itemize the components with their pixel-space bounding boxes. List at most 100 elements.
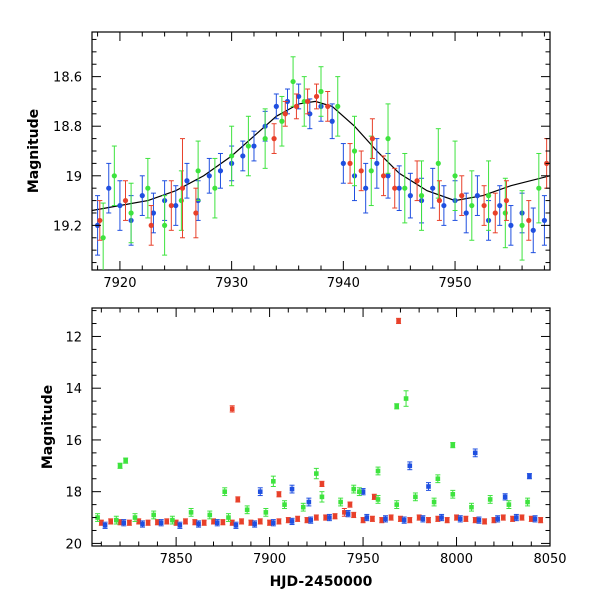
bottom-series-2-point	[394, 404, 400, 409]
top-series-0-point	[508, 222, 514, 228]
bottom-series-0-point	[136, 519, 142, 524]
bottom-series-1-point	[327, 515, 332, 520]
bottom-series-0-point	[491, 517, 497, 523]
top-series-1-point	[162, 222, 168, 228]
bottom-series-2-point	[375, 497, 381, 502]
top-y-tick-label: 18.6	[53, 71, 82, 86]
top-series-1-point	[100, 235, 106, 241]
bottom-series-2-point	[435, 476, 441, 482]
bottom-series-0-point	[538, 517, 543, 523]
top-series-2-point	[392, 185, 398, 191]
bottom-series-2-point	[394, 502, 400, 507]
top-series-2-point	[380, 173, 387, 179]
bottom-series-0-point	[164, 519, 170, 524]
bottom-series-1-point	[457, 516, 463, 522]
top-series-1-point	[469, 202, 475, 209]
top-series-1-point	[485, 193, 492, 199]
bottom-series-1-point	[532, 516, 538, 522]
bottom-series-2-point	[351, 486, 357, 492]
bottom-series-0-point	[285, 517, 291, 523]
bottom-series-2-point	[319, 494, 325, 500]
bottom-series-1-point	[527, 473, 532, 479]
bottom-series-0-point	[407, 517, 413, 523]
bottom-series-0-point	[370, 516, 375, 522]
bottom-series-1-point	[495, 516, 500, 522]
bottom-plot-frame	[91, 307, 551, 547]
bottom-y-tick-label: 20	[65, 537, 82, 552]
bottom-series-0-point	[192, 519, 198, 525]
bottom-series-1-point	[364, 515, 370, 520]
bottom-series-0-point	[201, 520, 207, 526]
bottom-series-0-point	[396, 318, 401, 324]
top-series-1-point	[435, 160, 441, 166]
top-series-2-point	[492, 210, 498, 216]
bottom-x-tick-label: 8000	[440, 552, 473, 567]
bottom-series-1-point	[257, 489, 263, 494]
bottom-series-2-point	[95, 515, 100, 520]
bottom-series-2-point	[222, 489, 228, 494]
bottom-series-0-point	[342, 510, 347, 515]
top-series-2-point	[148, 222, 154, 228]
bottom-series-2-point	[170, 517, 175, 523]
top-series-2-point	[179, 185, 186, 191]
bottom-series-0-point	[117, 519, 123, 525]
top-series-1-point	[178, 197, 184, 204]
top-series-0-point	[184, 178, 190, 184]
top-x-tick-label: 7950	[439, 276, 472, 291]
top-series-2-point	[325, 103, 331, 109]
bottom-series-1-point	[196, 521, 201, 527]
top-y-tick-label: 19.2	[53, 219, 82, 234]
bottom-series-1-point	[345, 511, 351, 516]
bottom-x-axis-title: HJD-2450000	[270, 574, 373, 590]
bottom-series-1-point	[102, 523, 108, 528]
top-series-1-point	[418, 193, 425, 199]
bottom-x-tick-label: 8050	[533, 552, 566, 567]
bottom-series-0-point	[248, 520, 254, 526]
bottom-series-1-point	[426, 484, 431, 489]
bottom-y-tick-label: 16	[65, 434, 82, 449]
top-series-1-point	[368, 168, 374, 174]
top-series-1-point	[351, 148, 358, 154]
bottom-series-1-point	[407, 463, 413, 469]
top-series-2-point	[122, 197, 129, 204]
top-series-1-point	[212, 185, 218, 191]
top-series-0-point	[296, 93, 302, 100]
bottom-series-0-point	[99, 520, 104, 526]
bottom-series-0-point	[510, 516, 515, 522]
bottom-series-2-point	[450, 491, 456, 497]
bottom-series-1-point	[233, 523, 239, 528]
bottom-series-2-point	[525, 499, 530, 505]
bottom-series-0-point	[347, 502, 353, 507]
bottom-series-2-point	[263, 510, 269, 515]
bottom-series-2-point	[207, 512, 213, 518]
top-series-1-point	[245, 143, 251, 149]
bottom-series-0-point	[314, 515, 319, 520]
top-series-1-point	[290, 78, 296, 85]
top-series-0-point	[441, 202, 447, 209]
top-series-0-point	[474, 193, 480, 199]
bottom-series-0-point	[351, 512, 357, 518]
top-series-2-point	[313, 93, 320, 100]
bottom-y-tick-label: 12	[65, 330, 82, 345]
top-series-2-point	[293, 103, 300, 109]
bottom-series-1-point	[308, 517, 314, 523]
bottom-series-2-point	[314, 471, 319, 476]
bottom-series-1-point	[502, 494, 508, 500]
bottom-series-1-point	[401, 517, 407, 523]
top-series-2-point	[436, 197, 443, 204]
bottom-series-0-point	[435, 516, 441, 522]
top-panel: 7920 7930 7940 7950 18.6 18.8 19 19.2 Magnitude	[26, 31, 551, 291]
top-series-0-point	[497, 202, 503, 209]
top-series-0-point	[396, 185, 402, 191]
top-x-tick-label: 7940	[327, 276, 360, 291]
top-series-0-point	[363, 185, 369, 191]
top-series-0-point	[139, 193, 145, 199]
top-series-0-point	[407, 193, 413, 199]
bottom-series-2-point	[244, 507, 250, 513]
bottom-series-2-point	[271, 479, 276, 484]
bottom-series-0-point	[482, 519, 487, 524]
bottom-series-1-point	[360, 489, 366, 494]
top-series-1-point	[128, 210, 134, 216]
top-series-2-point	[503, 197, 510, 204]
